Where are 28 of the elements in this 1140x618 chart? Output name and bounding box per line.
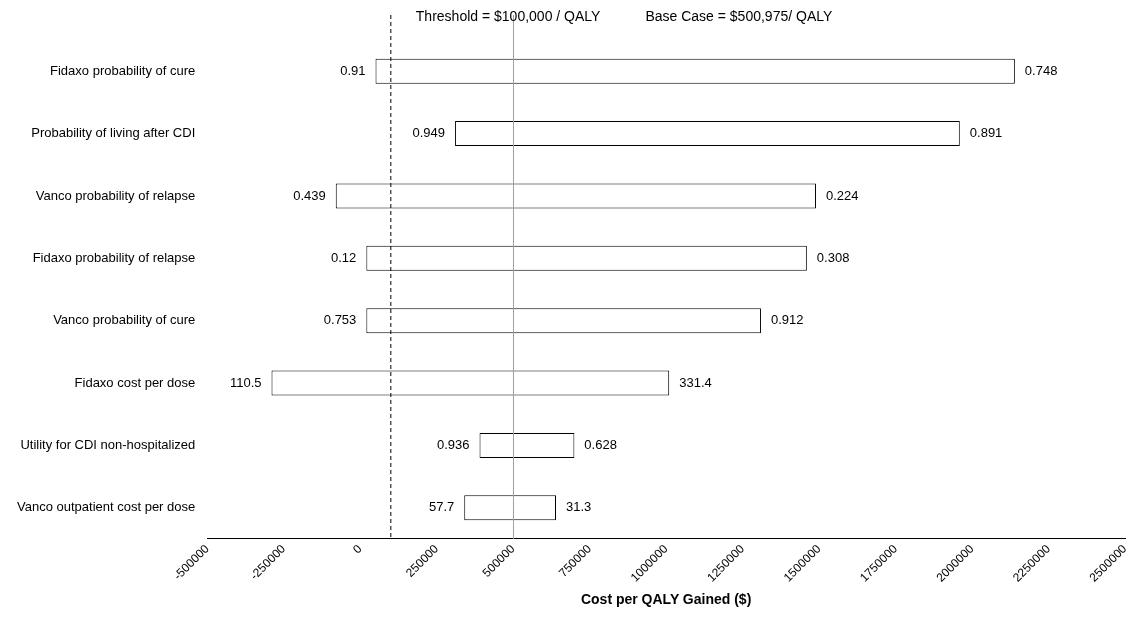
y-tick-label: Probability of living after CDI <box>31 125 196 141</box>
x-axis-title: Cost per QALY Gained ($) <box>580 591 752 608</box>
y-tick-label: Fidaxo probability of cure <box>50 62 196 78</box>
annotation: Threshold = $100,000 / QALY <box>415 7 602 24</box>
annotation: 0.912 <box>770 312 804 328</box>
x-tick-label: 0 <box>350 541 365 557</box>
y-tick-label: Utility for CDI non-hospitalized <box>20 437 196 452</box>
y-tick-label: Vanco probability of cure <box>53 312 196 328</box>
annotation: 0.891 <box>969 125 1003 141</box>
annotation: 110.5 <box>229 374 262 390</box>
annotation: 0.308 <box>816 249 850 265</box>
y-tick-label: Vanco outpatient cost per dose <box>16 499 196 515</box>
annotation: 0.628 <box>584 437 617 452</box>
y-tick-label: Fidaxo cost per dose <box>74 374 196 390</box>
annotation: Base Case = $500,975/ QALY <box>645 7 833 24</box>
annotation: 57.7 <box>428 499 455 515</box>
annotation: 331.4 <box>679 374 712 390</box>
annotation: 0.753 <box>323 312 357 328</box>
annotation: 0.12 <box>331 249 357 265</box>
annotation: 31.3 <box>566 499 592 515</box>
annotation: 0.91 <box>340 62 366 78</box>
annotation: 0.936 <box>436 437 470 452</box>
annotation: 0.224 <box>826 187 859 203</box>
annotation: 0.949 <box>412 125 446 141</box>
y-tick-label: Vanco probability of relapse <box>35 187 196 203</box>
y-tick-label: Fidaxo probability of relapse <box>32 249 196 265</box>
annotation: 0.748 <box>1024 62 1058 78</box>
annotation: 0.439 <box>293 187 326 203</box>
